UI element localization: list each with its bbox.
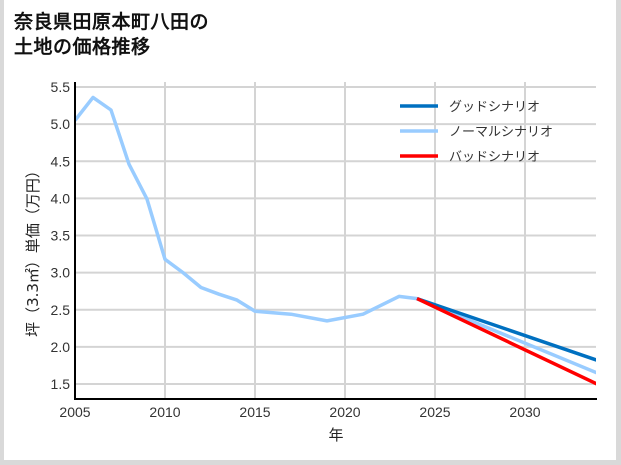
chart-title: 奈良県田原本町八田の 土地の価格推移 [14, 10, 209, 60]
y-tick-label: 3.5 [51, 228, 71, 244]
x-tick-label: 2005 [59, 404, 90, 420]
y-tick-label: 3.0 [51, 265, 71, 281]
y-tick-labels: 1.5 2.0 2.5 3.0 3.5 4.0 4.5 5.0 5.5 [51, 79, 71, 392]
y-tick-label: 4.5 [51, 153, 71, 169]
y-tick-label: 2.0 [51, 339, 71, 355]
x-tick-label: 2030 [509, 404, 540, 420]
y-axis-label: 坪（3.3㎡）単価（万円） [24, 163, 42, 337]
legend-label: ノーマルシナリオ [449, 125, 553, 140]
series-line-2 [416, 297, 596, 386]
legend-label: グッドシナリオ [449, 100, 540, 115]
y-tick-label: 1.5 [51, 376, 71, 392]
y-tick-label: 5.5 [51, 79, 71, 95]
axes [74, 82, 597, 400]
x-tick-labels: 2005 2010 2015 2020 2025 2030 [59, 404, 540, 420]
series-lines [75, 95, 596, 386]
y-tick-label: 4.0 [51, 190, 71, 206]
series-line-1 [75, 95, 596, 375]
chart-title-line-2: 土地の価格推移 [14, 36, 151, 58]
x-axis-label: 年 [328, 426, 343, 444]
x-tick-label: 2020 [329, 404, 360, 420]
x-tick-label: 2015 [239, 404, 270, 420]
grid-lines [74, 82, 596, 399]
x-tick-label: 2025 [419, 404, 450, 420]
legend-label: バッドシナリオ [449, 150, 540, 165]
chart-title-line-1: 奈良県田原本町八田の [14, 11, 210, 33]
x-tick-label: 2010 [149, 404, 180, 420]
series-line-0 [416, 296, 596, 362]
y-tick-label: 5.0 [51, 116, 71, 132]
y-tick-label: 2.5 [51, 302, 71, 318]
